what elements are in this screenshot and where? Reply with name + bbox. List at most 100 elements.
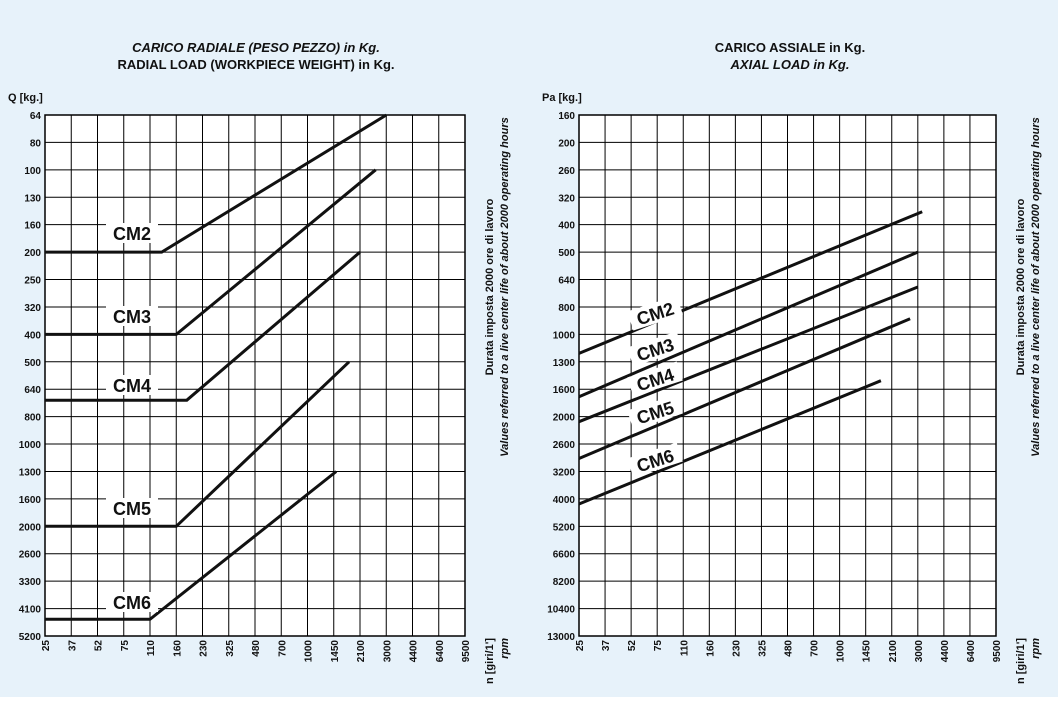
- y-tick-label: 1000: [19, 440, 42, 451]
- side-note-values: Values referred to a live center life of…: [1030, 117, 1042, 456]
- y-tick-label: 4100: [19, 605, 42, 616]
- y-tick-label: 1600: [553, 385, 576, 396]
- series-label-text: CM2: [113, 224, 151, 244]
- series-line-cm6: [578, 379, 882, 506]
- x-tick-label: 3000: [914, 640, 925, 663]
- y-tick-label: 2000: [553, 413, 576, 424]
- y-tick-label: 13000: [547, 632, 575, 643]
- series-label-text: CM5: [113, 499, 151, 519]
- x-axis-unit: rpm: [1030, 638, 1042, 659]
- series-label-cm2: CM2: [106, 223, 158, 244]
- x-tick-label: 9500: [992, 640, 1003, 663]
- y-axis-label: Q [kg.]: [8, 92, 43, 104]
- series-label-cm4: CM4: [106, 375, 158, 396]
- x-tick-label: 1450: [330, 640, 341, 663]
- series-label-bg: [106, 498, 158, 518]
- x-tick-label: 700: [277, 640, 288, 657]
- y-tick-label: 640: [558, 276, 575, 287]
- x-tick-label: 160: [172, 640, 183, 657]
- y-tick-label: 500: [558, 248, 575, 259]
- y-axis-label: Pa [kg.]: [542, 92, 582, 104]
- x-tick-label: 9500: [461, 640, 472, 663]
- series-line-cm4: [578, 285, 919, 424]
- y-tick-label: 400: [24, 330, 41, 341]
- y-tick-label: 200: [558, 138, 575, 149]
- series-label-cm3: CM3: [106, 306, 158, 327]
- series-label-bg: [627, 442, 683, 478]
- y-tick-label: 400: [558, 221, 575, 232]
- x-tick-label: 37: [601, 640, 612, 652]
- series-line-cm3: [45, 168, 377, 336]
- y-tick-label: 5200: [19, 632, 42, 643]
- series-line-cm2: [45, 113, 388, 254]
- series-label-bg: [106, 223, 158, 243]
- x-tick-label: 110: [679, 640, 690, 657]
- x-tick-label: 700: [810, 640, 821, 657]
- y-tick-label: 5200: [553, 522, 576, 533]
- y-tick-label: 10400: [547, 605, 575, 616]
- x-tick-label: 6400: [966, 640, 977, 663]
- series-line-cm2: [578, 210, 923, 355]
- y-tick-label: 1300: [19, 467, 42, 478]
- y-tick-label: 130: [24, 193, 41, 204]
- x-axis-label: n [giri/1']: [1015, 638, 1027, 684]
- series-label-bg: [106, 306, 158, 326]
- y-tick-label: 260: [558, 166, 575, 177]
- chart-title: CARICO RADIALE (PESO PEZZO) in Kg.: [132, 40, 380, 55]
- series-label-bg: [627, 361, 683, 397]
- y-tick-label: 3200: [553, 467, 576, 478]
- series-line-cm5: [45, 360, 351, 528]
- x-tick-label: 1000: [304, 640, 315, 663]
- y-tick-label: 2600: [553, 440, 576, 451]
- y-tick-label: 2600: [19, 550, 42, 561]
- y-tick-label: 1000: [553, 330, 576, 341]
- y-tick-label: 200: [24, 248, 41, 259]
- series-line-cm5: [578, 317, 911, 460]
- y-tick-label: 100: [24, 166, 41, 177]
- series-line-cm4: [45, 250, 361, 402]
- y-tick-label: 1600: [19, 495, 42, 506]
- x-tick-label: 3000: [382, 640, 393, 663]
- x-tick-label: 4400: [940, 640, 951, 663]
- series-label-text: CM3: [113, 307, 151, 327]
- x-tick-label: 6400: [435, 640, 446, 663]
- side-note-lifetime: Durata imposta 2000 ore di lavoro: [1015, 198, 1027, 375]
- y-tick-label: 6600: [553, 550, 576, 561]
- x-axis-label: n [giri/1']: [484, 638, 496, 684]
- x-tick-label: 75: [120, 640, 131, 652]
- y-tick-label: 3300: [19, 577, 42, 588]
- y-tick-label: 500: [24, 358, 41, 369]
- x-tick-label: 75: [653, 640, 664, 652]
- series-label-cm4: CM4: [627, 361, 683, 397]
- y-tick-label: 640: [24, 385, 41, 396]
- chart-subtitle: RADIAL LOAD (WORKPIECE WEIGHT) in Kg.: [117, 57, 394, 72]
- y-tick-label: 320: [558, 193, 575, 204]
- series-label-cm6: CM6: [106, 592, 158, 613]
- side-note-values: Values referred to a live center life of…: [499, 117, 511, 456]
- series-label-text: CM6: [113, 593, 151, 613]
- series-label-bg: [627, 295, 683, 331]
- y-tick-label: 800: [24, 413, 41, 424]
- series-label-text: CM4: [113, 376, 151, 396]
- y-tick-label: 2000: [19, 522, 42, 533]
- x-tick-label: 230: [731, 640, 742, 657]
- chart-title: CARICO ASSIALE in Kg.: [715, 40, 865, 55]
- x-tick-label: 325: [757, 640, 768, 657]
- y-tick-label: 4000: [553, 495, 576, 506]
- y-tick-label: 8200: [553, 577, 576, 588]
- x-tick-label: 480: [784, 640, 795, 657]
- chart-subtitle: AXIAL LOAD in Kg.: [730, 57, 850, 72]
- y-tick-label: 250: [24, 276, 41, 287]
- x-tick-label: 25: [41, 640, 52, 652]
- x-tick-label: 480: [251, 640, 262, 657]
- x-tick-label: 2100: [356, 640, 367, 663]
- y-tick-label: 64: [30, 111, 42, 122]
- x-axis-unit: rpm: [499, 638, 511, 659]
- x-tick-label: 230: [199, 640, 210, 657]
- series-label-bg: [106, 375, 158, 395]
- x-tick-label: 4400: [409, 640, 420, 663]
- x-tick-label: 52: [627, 640, 638, 652]
- series-line-cm6: [45, 470, 338, 621]
- x-tick-label: 37: [67, 640, 78, 652]
